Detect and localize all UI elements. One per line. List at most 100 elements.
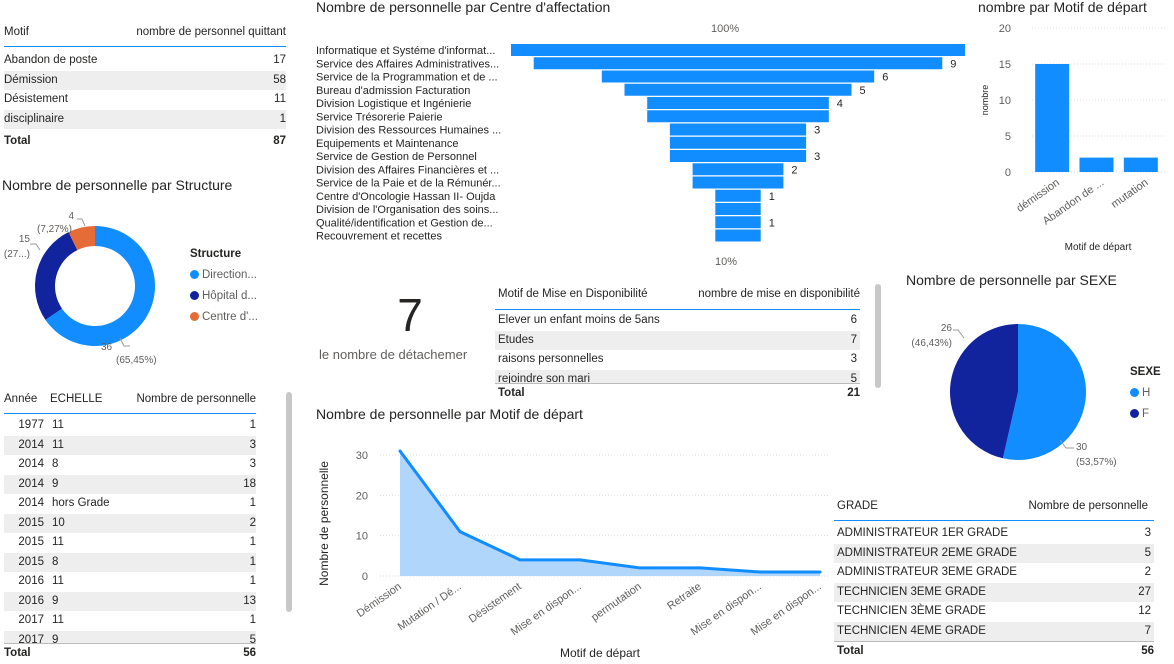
funnel-bar[interactable] bbox=[669, 136, 807, 149]
table-row[interactable]: ADMINISTRATEUR 3EME GRADE 2 bbox=[834, 563, 1154, 583]
cell-echelle: 8 bbox=[52, 555, 59, 568]
table-row[interactable]: TECHNICIEN 4EME GRADE 7 bbox=[834, 621, 1154, 641]
series-line[interactable] bbox=[398, 450, 820, 574]
table-row[interactable]: Démission 58 bbox=[4, 70, 286, 90]
funnel-bar[interactable] bbox=[601, 70, 875, 83]
pie-slice[interactable] bbox=[949, 324, 1018, 459]
table-row[interactable]: 2017 9 5 bbox=[4, 630, 256, 643]
table-row[interactable]: 2015 8 1 bbox=[4, 552, 256, 572]
table-row[interactable]: Abandon de poste 17 bbox=[4, 51, 286, 71]
donut-chart[interactable]: 4 (7,27%) 15 (27...) 36(65,45%) bbox=[0, 198, 290, 378]
bar[interactable] bbox=[1079, 157, 1114, 172]
total-value: 87 bbox=[273, 135, 286, 147]
data-point[interactable] bbox=[458, 530, 462, 534]
table-row[interactable]: TECHNICIEN 3ÈME GRADE 12 bbox=[834, 602, 1154, 622]
table-row[interactable]: Etudes 7 bbox=[495, 330, 860, 350]
donut-slice[interactable] bbox=[45, 226, 155, 346]
funnel-bar[interactable] bbox=[692, 176, 784, 189]
cell-value: 5 bbox=[850, 372, 857, 384]
table-row[interactable]: 2014 9 18 bbox=[4, 474, 256, 494]
legend-dot-icon bbox=[1130, 388, 1139, 397]
table-row[interactable]: 2015 11 1 bbox=[4, 533, 256, 553]
funnel-bar[interactable] bbox=[715, 216, 761, 229]
pie-chart[interactable]: 26 (46,43%) 30 (53,57%) bbox=[900, 300, 1130, 480]
cell-nombre: 1 bbox=[249, 536, 256, 548]
funnel-bar[interactable] bbox=[511, 44, 965, 56]
legend-title: SEXE bbox=[1130, 366, 1161, 378]
column-header-motif[interactable]: Motif bbox=[4, 26, 29, 38]
column-header-nombre[interactable]: Nombre de personnelle bbox=[136, 393, 256, 405]
table-row[interactable]: Elever un enfant moins de 5ans 6 bbox=[495, 311, 860, 331]
pie-slice[interactable] bbox=[1002, 324, 1086, 460]
funnel-bar[interactable] bbox=[715, 203, 761, 215]
legend-item[interactable]: Centre d'... bbox=[190, 307, 258, 328]
column-header-motif-dispo[interactable]: Motif de Mise en Disponibilité bbox=[498, 288, 648, 300]
legend-item[interactable]: H bbox=[1130, 383, 1161, 404]
table-header[interactable]: Année ECHELLE Nombre de personnelle bbox=[4, 388, 256, 414]
table-row[interactable]: 2015 10 2 bbox=[4, 513, 256, 533]
echelle-scrollbar[interactable] bbox=[286, 392, 292, 612]
table-row[interactable]: Désistement 11 bbox=[4, 90, 286, 110]
legend-label: Direction... bbox=[202, 269, 257, 281]
column-header-grade[interactable]: GRADE bbox=[837, 500, 878, 512]
cell-nombre: 3 bbox=[249, 458, 256, 470]
table-row[interactable]: raisons personnelles 3 bbox=[495, 350, 860, 370]
total-label: Total bbox=[498, 387, 525, 399]
funnel-category-label: Equipements et Maintenance bbox=[316, 138, 458, 150]
funnel-bar[interactable] bbox=[669, 150, 807, 162]
donut-slice[interactable] bbox=[68, 226, 95, 251]
dispo-scrollbar[interactable] bbox=[875, 284, 881, 388]
column-header-echelle[interactable]: ECHELLE bbox=[50, 393, 103, 405]
donut-slice[interactable] bbox=[35, 232, 78, 320]
funnel-bar[interactable] bbox=[533, 57, 943, 70]
funnel-chart[interactable]: Informatique et Systéme d'informat...Ser… bbox=[310, 38, 970, 256]
legend-item[interactable]: Hôpital d... bbox=[190, 286, 258, 307]
slice-label: 30 bbox=[1076, 442, 1088, 453]
table-row[interactable]: 2014 hors Grade 1 bbox=[4, 494, 256, 514]
table-row[interactable]: 1977 11 1 bbox=[4, 416, 256, 436]
funnel-category-label: Service de la Paie et de la Rémunér... bbox=[316, 178, 501, 190]
data-point[interactable] bbox=[578, 558, 582, 562]
funnel-bar[interactable] bbox=[647, 110, 829, 123]
table-header[interactable]: Motif de Mise en Disponibilité nombre de… bbox=[495, 283, 860, 310]
data-point[interactable] bbox=[398, 449, 402, 453]
funnel-bar[interactable] bbox=[715, 189, 761, 202]
total-label: Total bbox=[4, 135, 31, 147]
data-point[interactable] bbox=[818, 570, 822, 574]
table-row[interactable]: 2017 11 1 bbox=[4, 611, 256, 631]
column-header-annee[interactable]: Année bbox=[4, 393, 38, 405]
data-point[interactable] bbox=[758, 570, 762, 574]
bar[interactable] bbox=[1123, 157, 1158, 172]
legend-item[interactable]: F bbox=[1130, 404, 1161, 425]
table-row[interactable]: rejoindre son mari 5 bbox=[495, 369, 860, 384]
table-row[interactable]: ADMINISTRATEUR 1ER GRADE 3 bbox=[834, 524, 1154, 544]
data-point[interactable] bbox=[518, 558, 522, 562]
table-row[interactable]: 2016 9 13 bbox=[4, 591, 256, 611]
table-row[interactable]: 2014 11 3 bbox=[4, 435, 256, 455]
funnel-bar[interactable] bbox=[669, 123, 807, 136]
data-point[interactable] bbox=[698, 566, 702, 570]
table-header[interactable]: GRADE Nombre de personnelle bbox=[834, 494, 1154, 521]
funnel-bar[interactable] bbox=[647, 97, 829, 109]
bar[interactable] bbox=[1035, 64, 1070, 172]
cell-value: 27 bbox=[1138, 585, 1151, 598]
data-point[interactable] bbox=[638, 566, 642, 570]
table-row[interactable]: ADMINISTRATEUR 2EME GRADE 5 bbox=[834, 543, 1154, 563]
legend-item[interactable]: Direction... bbox=[190, 265, 258, 286]
table-row[interactable]: disciplinaire 1 bbox=[4, 109, 286, 129]
table-row[interactable]: 2014 8 3 bbox=[4, 455, 256, 475]
column-header-nombre-dispo[interactable]: nombre de mise en disponibilité bbox=[698, 288, 860, 300]
funnel-bar[interactable] bbox=[692, 163, 784, 176]
funnel-bar[interactable] bbox=[715, 229, 761, 242]
column-header-nombre-grade[interactable]: Nombre de personnelle bbox=[1028, 500, 1148, 512]
table-row[interactable]: TECHNICIEN 3EME GRADE 27 bbox=[834, 582, 1154, 602]
funnel-data-label: 2 bbox=[791, 164, 797, 176]
table-row[interactable]: 2016 11 1 bbox=[4, 572, 256, 592]
table-header[interactable]: Motif nombre de personnel quittant bbox=[4, 22, 286, 47]
column-header-quittant[interactable]: nombre de personnel quittant bbox=[136, 26, 286, 38]
cell-annee: 2014 bbox=[18, 497, 44, 509]
funnel-bar[interactable] bbox=[624, 83, 852, 96]
